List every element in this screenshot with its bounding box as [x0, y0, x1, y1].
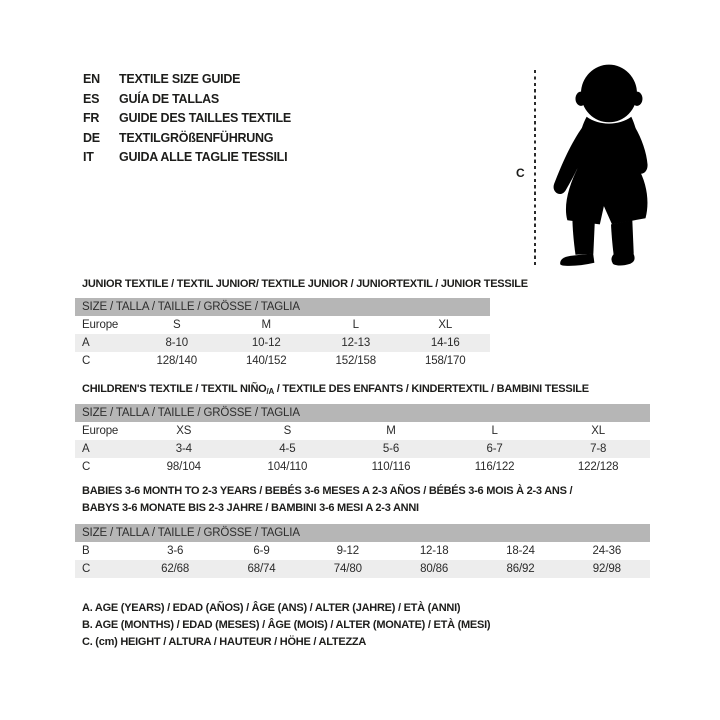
language-list: EN TEXTILE SIZE GUIDE ES GUÍA DE TALLAS … — [83, 70, 291, 168]
row-label: B — [82, 545, 90, 557]
size-cell: M — [386, 425, 396, 437]
section-title-text: CHILDREN'S TEXTILE / TEXTIL NIÑO — [82, 383, 267, 395]
language-code: IT — [83, 150, 94, 164]
height-cell: 128/140 — [156, 355, 198, 367]
legend: A. AGE (YEARS) / EDAD (AÑOS) / ÂGE (ANS)… — [82, 600, 491, 652]
language-label: GUIDE DES TAILLES TEXTILE — [119, 111, 292, 125]
language-label: TEXTILGRÖßENFÜHRUNG — [119, 130, 274, 145]
table-row: A 3-4 4-5 5-6 6-7 7-8 — [75, 440, 650, 458]
section-title-children: CHILDREN'S TEXTILE / TEXTIL NIÑO/A / TEX… — [82, 381, 589, 400]
age-cell: 3-6 — [167, 545, 184, 557]
language-label: GUIDA ALLE TAGLIE TESSILI — [119, 150, 288, 164]
table-header-bar: SIZE / TALLA / TAILLE / GRÖSSE / TAGLIA — [75, 524, 650, 542]
height-cell: 116/122 — [474, 461, 515, 473]
height-cell: 152/158 — [335, 355, 377, 367]
height-measure-dashed-line — [534, 70, 536, 268]
height-cell: 158/170 — [424, 355, 466, 367]
age-cell: 9-12 — [336, 545, 360, 557]
height-cell: 80/86 — [420, 563, 449, 575]
height-cell: 74/80 — [333, 563, 362, 575]
height-measure-label: C — [516, 166, 525, 180]
age-cell: 24-36 — [592, 545, 622, 557]
legend-line-a: A. AGE (YEARS) / EDAD (AÑOS) / ÂGE (ANS)… — [82, 602, 461, 614]
size-table-children: SIZE / TALLA / TAILLE / GRÖSSE / TAGLIA … — [75, 404, 650, 476]
table-row: C 98/104 104/110 110/116 116/122 122/128 — [75, 458, 650, 476]
table-header-bar: SIZE / TALLA / TAILLE / GRÖSSE / TAGLIA — [75, 298, 490, 316]
age-cell: 18-24 — [506, 545, 535, 557]
table-row: A 8-10 10-12 12-13 14-16 — [75, 334, 490, 352]
age-cell: 4-5 — [279, 443, 296, 455]
age-cell: 8-10 — [165, 337, 189, 349]
size-cell: L — [491, 425, 498, 437]
row-label: Europe — [82, 425, 119, 437]
size-cell: XS — [176, 425, 192, 437]
legend-line-c: C. (cm) HEIGHT / ALTURA / HAUTEUR / HÖHE… — [82, 636, 367, 649]
language-code: FR — [83, 111, 100, 125]
size-cell: S — [283, 425, 292, 437]
row-label: C — [82, 461, 91, 473]
size-cell: S — [172, 319, 181, 331]
age-cell: 6-9 — [253, 545, 270, 557]
section-title-line1: BABIES 3-6 MONTH TO 2-3 YEARS / BEBÉS 3-… — [82, 485, 573, 497]
legend-line-b: B. AGE (MONTHS) / EDAD (MESES) / ÂGE (MO… — [82, 619, 491, 632]
toddler-silhouette-icon — [553, 64, 648, 266]
height-cell: 68/74 — [247, 563, 276, 575]
table-row: C 62/68 68/74 74/80 80/86 86/92 92/98 — [75, 560, 650, 578]
language-code: DE — [83, 130, 100, 145]
row-label: A — [82, 443, 90, 455]
size-table-junior: SIZE / TALLA / TAILLE / GRÖSSE / TAGLIA … — [75, 298, 490, 370]
table-row: C 128/140 140/152 152/158 158/170 — [75, 352, 490, 370]
language-row-es: ES GUÍA DE TALLAS — [83, 90, 291, 110]
row-label: Europe — [82, 319, 119, 331]
section-title-text: JUNIOR TEXTILE / TEXTIL JUNIOR/ TEXTILE … — [82, 278, 528, 290]
section-title-text: / TEXTILE DES ENFANTS / KINDERTEXTIL / B… — [273, 383, 589, 395]
section-title-junior: JUNIOR TEXTILE / TEXTIL JUNIOR/ TEXTILE … — [82, 276, 528, 293]
table-row: Europe XS S M L XL — [75, 422, 650, 440]
age-cell: 5-6 — [382, 443, 400, 455]
age-cell: 7-8 — [590, 443, 607, 455]
height-cell: 122/128 — [577, 461, 619, 473]
language-row-de: DE TEXTILGRÖßENFÜHRUNG — [83, 129, 291, 149]
age-cell: 10-12 — [251, 337, 281, 349]
height-cell: 110/116 — [371, 461, 411, 473]
language-label: TEXTILE SIZE GUIDE — [119, 72, 241, 86]
size-cell: XL — [591, 425, 606, 437]
age-cell: 3-4 — [175, 443, 192, 455]
language-row-en: EN TEXTILE SIZE GUIDE — [83, 70, 291, 90]
table-row: Europe S M L XL — [75, 316, 490, 334]
size-cell: M — [261, 319, 272, 331]
height-cell: 86/92 — [506, 563, 535, 575]
height-cell: 104/110 — [267, 461, 308, 473]
size-table-babies: SIZE / TALLA / TAILLE / GRÖSSE / TAGLIA … — [75, 524, 650, 578]
height-cell: 140/152 — [245, 355, 287, 367]
row-label: C — [82, 355, 91, 367]
language-label: GUÍA DE TALLAS — [119, 91, 219, 106]
age-cell: 12-13 — [341, 337, 371, 349]
section-title-subscript: /A — [266, 387, 274, 396]
language-row-fr: FR GUIDE DES TAILLES TEXTILE — [83, 109, 291, 129]
size-cell: L — [352, 319, 359, 331]
table-header-bar: SIZE / TALLA / TAILLE / GRÖSSE / TAGLIA — [75, 404, 650, 422]
size-cell: XL — [438, 319, 453, 331]
height-cell: 92/98 — [592, 563, 621, 575]
section-title-babies: BABIES 3-6 MONTH TO 2-3 YEARS / BEBÉS 3-… — [82, 483, 573, 517]
section-title-line2: BABYS 3-6 MONATE BIS 2-3 JAHRE / BAMBINI… — [82, 502, 419, 514]
language-code: EN — [83, 72, 100, 86]
age-cell: 14-16 — [430, 337, 460, 349]
age-cell: 12-18 — [419, 545, 449, 557]
table-row: B 3-6 6-9 9-12 12-18 18-24 24-36 — [75, 542, 650, 560]
row-label: A — [82, 337, 90, 349]
height-cell: 62/68 — [161, 563, 190, 575]
language-code: ES — [83, 91, 100, 106]
row-label: C — [82, 563, 91, 575]
language-row-it: IT GUIDA ALLE TAGLIE TESSILI — [83, 148, 291, 168]
age-cell: 6-7 — [486, 443, 503, 455]
height-cell: 98/104 — [166, 461, 201, 473]
